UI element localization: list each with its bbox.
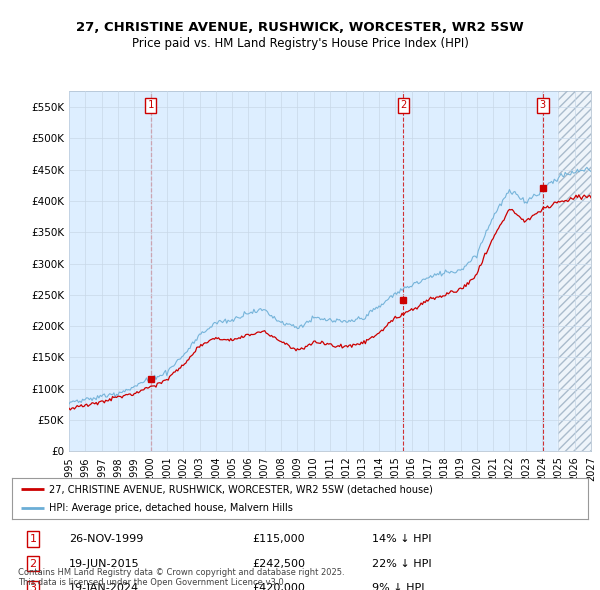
Text: £420,000: £420,000 (252, 584, 305, 590)
Text: 14% ↓ HPI: 14% ↓ HPI (372, 534, 431, 544)
Bar (559, 91, 591, 451)
Text: 27, CHRISTINE AVENUE, RUSHWICK, WORCESTER, WR2 5SW (detached house): 27, CHRISTINE AVENUE, RUSHWICK, WORCESTE… (49, 484, 433, 494)
Text: 3: 3 (29, 584, 37, 590)
Text: 2: 2 (29, 559, 37, 569)
Text: 19-JUN-2015: 19-JUN-2015 (69, 559, 140, 569)
Text: 3: 3 (540, 100, 546, 110)
Text: 1: 1 (29, 534, 37, 544)
Text: 9% ↓ HPI: 9% ↓ HPI (372, 584, 425, 590)
Text: Contains HM Land Registry data © Crown copyright and database right 2025.
This d: Contains HM Land Registry data © Crown c… (18, 568, 344, 587)
Text: HPI: Average price, detached house, Malvern Hills: HPI: Average price, detached house, Malv… (49, 503, 293, 513)
Text: 22% ↓ HPI: 22% ↓ HPI (372, 559, 431, 569)
Text: Price paid vs. HM Land Registry's House Price Index (HPI): Price paid vs. HM Land Registry's House … (131, 37, 469, 50)
Bar (559, 91, 591, 451)
Text: 27, CHRISTINE AVENUE, RUSHWICK, WORCESTER, WR2 5SW: 27, CHRISTINE AVENUE, RUSHWICK, WORCESTE… (76, 21, 524, 34)
Text: 1: 1 (148, 100, 154, 110)
Text: 26-NOV-1999: 26-NOV-1999 (69, 534, 143, 544)
Text: 19-JAN-2024: 19-JAN-2024 (69, 584, 139, 590)
Text: £115,000: £115,000 (252, 534, 305, 544)
Text: £242,500: £242,500 (252, 559, 305, 569)
Text: 2: 2 (400, 100, 407, 110)
